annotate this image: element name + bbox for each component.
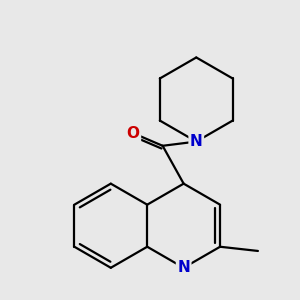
Text: N: N — [190, 134, 203, 149]
Text: N: N — [177, 260, 190, 275]
Text: O: O — [127, 126, 140, 141]
